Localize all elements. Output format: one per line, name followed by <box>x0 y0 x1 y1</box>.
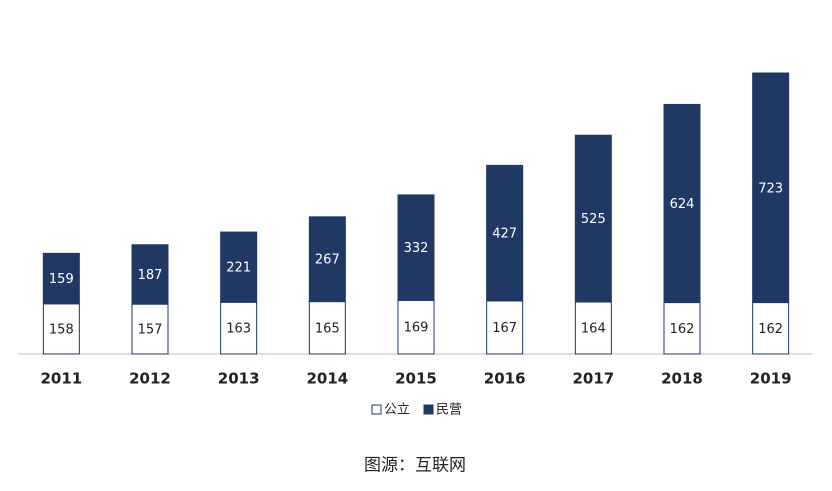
x-tick-label: 2016 <box>484 370 526 388</box>
source: 图源：互联网 <box>364 456 466 476</box>
value-label: 332 <box>404 241 429 256</box>
bar-segment <box>42 252 80 305</box>
value-label: 723 <box>758 181 783 196</box>
bar-segment <box>486 164 524 302</box>
value-label: 163 <box>226 322 251 337</box>
value-label: 159 <box>49 272 74 287</box>
x-tick-label: 2012 <box>129 370 171 388</box>
value-label: 221 <box>226 261 251 276</box>
bar-segment <box>131 244 169 305</box>
value-label: 267 <box>315 253 340 268</box>
legend-marker <box>371 404 382 415</box>
bar-segment <box>42 303 80 355</box>
bar-segment <box>397 299 435 355</box>
value-label: 158 <box>49 322 74 337</box>
value-label: 427 <box>492 227 517 242</box>
bar-segment <box>752 302 790 355</box>
x-tick-label: 2018 <box>661 370 703 388</box>
value-label: 187 <box>138 268 163 283</box>
value-label: 165 <box>315 321 340 336</box>
value-label: 162 <box>670 322 695 337</box>
value-label: 164 <box>581 321 606 336</box>
value-label: 162 <box>758 322 783 337</box>
bar-segment <box>308 301 346 355</box>
bar-segment <box>486 300 524 355</box>
bar-segment <box>220 231 258 303</box>
legend-label: 民营 <box>436 403 462 418</box>
bar-segment <box>752 72 790 304</box>
bar-segment <box>663 103 701 304</box>
value-label: 624 <box>670 197 695 212</box>
bar-segment <box>574 301 612 355</box>
bar-segment <box>663 302 701 355</box>
bar-segment <box>574 134 612 303</box>
x-tick-label: 2014 <box>306 370 348 388</box>
value-label: 167 <box>492 321 517 336</box>
bar-segment <box>308 216 346 303</box>
bar-segment <box>397 194 435 301</box>
value-label: 157 <box>138 323 163 338</box>
legend-marker <box>423 404 434 415</box>
bar-segment <box>220 301 258 355</box>
x-tick-label: 2011 <box>40 370 82 388</box>
x-tick-label: 2013 <box>218 370 260 388</box>
legend-label: 公立 <box>384 403 410 418</box>
x-tick-label: 2019 <box>750 370 792 388</box>
x-tick-label: 2017 <box>572 370 614 388</box>
value-label: 169 <box>404 321 429 336</box>
value-label: 525 <box>581 212 606 227</box>
x-tick-label: 2015 <box>395 370 437 388</box>
